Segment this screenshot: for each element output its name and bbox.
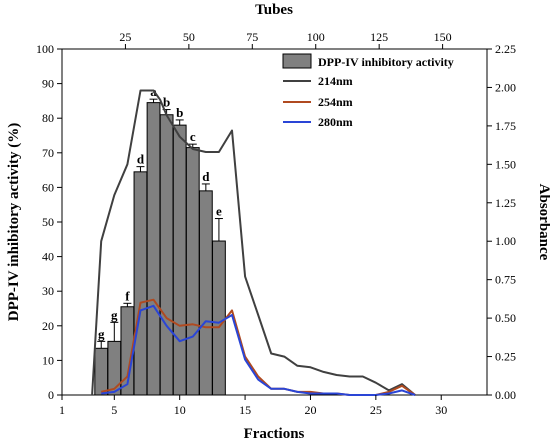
bar-significance-letter: f [125, 288, 130, 303]
bar [198, 190, 213, 396]
x-tick-label: 25 [370, 403, 382, 417]
y-left-tick-label: 0 [48, 388, 54, 402]
bar [107, 340, 122, 396]
x-axis-title: Fractions [244, 426, 305, 442]
y-left-tick-label: 90 [42, 77, 54, 91]
top-x-tick-label: 25 [119, 30, 131, 44]
y-right-tick-label: 0.00 [495, 388, 516, 402]
x-tick-label: 20 [304, 403, 316, 417]
bar [159, 114, 174, 396]
y-left-tick-label: 70 [42, 146, 54, 160]
bar [185, 147, 200, 396]
x-tick-label: 15 [239, 403, 251, 417]
y-left-tick-label: 100 [36, 42, 54, 56]
bar-significance-letter: g [111, 307, 118, 322]
lines-layer [91, 89, 416, 396]
series-line-280nm [101, 304, 416, 396]
top-x-tick-label: 150 [434, 30, 452, 44]
y-right-tick-label: 1.50 [495, 157, 516, 171]
y-left-tick-label: 80 [42, 111, 54, 125]
y-right-tick-label: 0.75 [495, 273, 516, 287]
legend-label-254: 254nm [318, 95, 353, 109]
bar [133, 171, 148, 396]
y-right-tick-label: 2.25 [495, 42, 516, 56]
y-right-tick-label: 0.25 [495, 350, 516, 364]
y-right-tick-label: 0.50 [495, 311, 516, 325]
series-line-214nm [91, 89, 416, 396]
y-right-tick-label: 1.25 [495, 196, 516, 210]
left-axis-title: DPP-IV inhibitory activity (%) [6, 123, 22, 321]
bar-significance-letter: e [216, 204, 222, 219]
y-left-tick-label: 10 [42, 353, 54, 367]
y-right-tick-label: 1.00 [495, 234, 516, 248]
bar-significance-letter: b [163, 95, 170, 110]
x-tick-label: 1 [59, 403, 65, 417]
y-left-tick-label: 20 [42, 319, 54, 333]
top-x-tick-label: 50 [183, 30, 195, 44]
legend-label-280: 280nm [318, 115, 353, 129]
legend-bar-swatch [282, 53, 312, 69]
bar-significance-letter: b [176, 105, 183, 120]
bar-significance-letter: d [137, 152, 145, 167]
legend-label-214: 214nm [318, 74, 353, 88]
y-left-tick-label: 60 [42, 180, 54, 194]
top-x-tick-label: 75 [246, 30, 258, 44]
bar [212, 240, 226, 396]
bar [172, 124, 187, 396]
bar-significance-letter: d [202, 169, 210, 184]
bar [146, 102, 161, 396]
top-axis-title: Tubes [255, 2, 293, 18]
top-x-tick-label: 125 [370, 30, 388, 44]
bar [94, 347, 109, 396]
right-axis-title: Absorbance [536, 184, 550, 261]
y-left-tick-label: 50 [42, 215, 54, 229]
bar-significance-letter: c [190, 129, 196, 144]
x-tick-label: 10 [174, 403, 186, 417]
y-left-tick-label: 40 [42, 250, 54, 264]
legend: DPP-IV inhibitory activity 214nm 254nm 2… [282, 53, 454, 129]
y-right-tick-label: 1.75 [495, 119, 516, 133]
x-tick-label: 5 [111, 403, 117, 417]
y-right-tick-label: 2.00 [495, 80, 516, 94]
legend-bar-label: DPP-IV inhibitory activity [318, 55, 454, 69]
y-left-tick-label: 30 [42, 284, 54, 298]
bar-significance-letter: g [98, 326, 105, 341]
top-x-tick-label: 100 [307, 30, 325, 44]
x-tick-label: 30 [435, 403, 447, 417]
